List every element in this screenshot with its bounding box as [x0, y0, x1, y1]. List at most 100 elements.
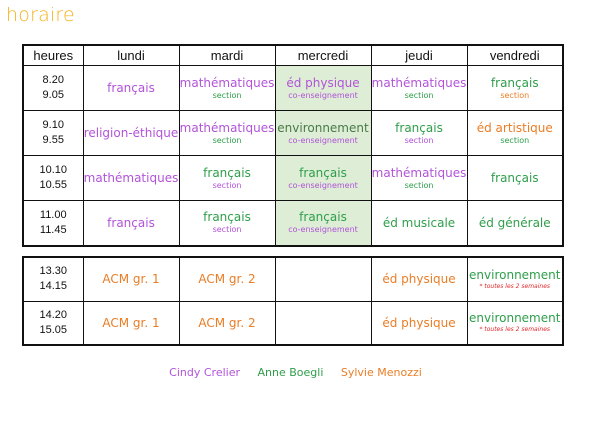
time-end: 15.05: [39, 323, 68, 336]
lesson-subject: éd physique: [382, 315, 456, 330]
lesson-cell: français co-enseignement: [274, 200, 372, 246]
lesson-group: co-enseignement: [288, 180, 358, 190]
lesson-cell: ACM gr. 1: [82, 300, 180, 346]
lesson-cell: français section: [370, 110, 468, 156]
lesson-cell: français co-enseignement: [274, 155, 372, 201]
morning-schedule-table: heures lundi mardi mercredi jeudi vendre…: [22, 44, 564, 247]
lesson-cell: ACM gr. 2: [178, 300, 276, 346]
lesson-cell: français: [82, 200, 180, 246]
header-lundi: lundi: [82, 44, 180, 66]
lesson-subject: mathématiques: [83, 171, 179, 185]
header-heures: heures: [22, 44, 84, 66]
time-end: 14.15: [39, 280, 68, 293]
lesson-group: co-enseignement: [288, 135, 358, 145]
lesson-subject: ACM gr. 2: [198, 315, 256, 330]
lesson-cell: [274, 300, 372, 346]
time-end: 9.05: [42, 89, 64, 101]
afternoon-schedule-table: 13.30 14.15 ACM gr. 1 ACM gr. 2 éd physique e…: [22, 256, 564, 346]
legend-teacher-3: Sylvie Menozzi: [340, 366, 422, 379]
lesson-subject: français: [107, 215, 155, 230]
lesson-note: * toutes les 2 semaines: [479, 326, 551, 334]
lesson-subject: environnement: [277, 120, 369, 135]
time-start: 13.30: [39, 265, 68, 278]
lesson-note: * toutes les 2 semaines: [479, 282, 551, 290]
time-end: 9.55: [42, 134, 64, 146]
lesson-subject: français: [299, 210, 347, 225]
lesson-subject: ACM gr. 1: [102, 315, 160, 330]
legend-teacher-1: Cindy Crelier: [169, 366, 240, 379]
schedule-row: 13.30 14.15 ACM gr. 1 ACM gr. 2 éd physique e…: [22, 256, 564, 302]
schedule-row: 14.20 15.05 ACM gr. 1 ACM gr. 2 éd physique e…: [22, 300, 564, 346]
lesson-subject: éd physique: [382, 272, 456, 287]
schedule-row: 9.10 9.55 religion-éthique mathématiques sec…: [22, 110, 564, 156]
lesson-group: co-enseignement: [288, 90, 358, 100]
lesson-group: section: [500, 135, 530, 145]
lesson-subject: environnement: [469, 267, 561, 282]
header-vendredi: vendredi: [466, 44, 564, 66]
lesson-cell: environnement co-enseignement: [274, 110, 372, 156]
lesson-group: section: [212, 135, 242, 145]
lesson-subject: mathématiques: [179, 75, 275, 90]
lesson-subject: ACM gr. 2: [198, 272, 256, 287]
lesson-cell: [274, 256, 372, 302]
schedule-row: 10.10 10.55 mathématiques français section fr…: [22, 155, 564, 201]
lesson-cell: français section: [178, 155, 276, 201]
time-slot: 10.10 10.55: [22, 155, 84, 201]
header-mardi: mardi: [178, 44, 276, 66]
lesson-subject: éd musicale: [382, 215, 456, 230]
lesson-subject: mathématiques: [371, 165, 467, 180]
lesson-group: co-enseignement: [288, 225, 358, 235]
time-slot: 9.10 9.55: [22, 110, 84, 156]
lesson-cell: mathématiques section: [178, 110, 276, 156]
lesson-group: section: [500, 90, 530, 100]
lesson-cell: éd physique: [370, 256, 468, 302]
lesson-cell: mathématiques section: [370, 155, 468, 201]
time-end: 11.45: [39, 223, 67, 236]
lesson-group: section: [404, 90, 434, 100]
lesson-subject: mathématiques: [179, 120, 275, 135]
lesson-cell: ACM gr. 1: [82, 256, 180, 302]
lesson-group: section: [212, 180, 242, 190]
time-start: 9.10: [42, 119, 64, 131]
lesson-subject: éd physique: [286, 75, 360, 90]
lesson-subject: éd artistique: [476, 120, 553, 135]
lesson-group: section: [212, 225, 242, 235]
lesson-subject: mathématiques: [371, 75, 467, 90]
lesson-cell: ACM gr. 2: [178, 256, 276, 302]
lesson-cell: éd générale: [466, 200, 564, 246]
lesson-cell: religion-éthique: [82, 110, 180, 156]
time-slot: 14.20 15.05: [22, 300, 84, 346]
lesson-subject: français: [299, 165, 347, 180]
lesson-cell: français: [466, 155, 564, 201]
header-mercredi: mercredi: [274, 44, 372, 66]
lesson-cell: mathématiques section: [178, 65, 276, 111]
time-slot: 13.30 14.15: [22, 256, 84, 302]
time-start: 14.20: [39, 308, 68, 321]
lesson-subject: environnement: [469, 311, 561, 326]
time-start: 10.10: [39, 164, 68, 176]
lesson-group: section: [212, 90, 242, 100]
lesson-cell: éd artistique section: [466, 110, 564, 156]
header-row: heures lundi mardi mercredi jeudi vendre…: [22, 44, 564, 66]
lesson-subject: français: [395, 120, 443, 135]
lesson-subject: éd générale: [478, 215, 551, 230]
lesson-subject: français: [203, 210, 251, 225]
time-slot: 8.20 9.05: [22, 65, 84, 111]
time-slot: 11.00 11.45: [22, 200, 84, 246]
lesson-cell: éd physique co-enseignement: [274, 65, 372, 111]
page-title: horaire: [6, 4, 75, 26]
lesson-cell: éd musicale: [370, 200, 468, 246]
lesson-cell: français section: [178, 200, 276, 246]
lesson-cell: environnement * toutes les 2 semaines: [466, 256, 564, 302]
header-jeudi: jeudi: [370, 44, 468, 66]
lesson-cell: environnement * toutes les 2 semaines: [466, 300, 564, 346]
time-start: 8.20: [42, 74, 64, 86]
lesson-subject: ACM gr. 1: [102, 272, 160, 287]
lesson-cell: mathématiques: [82, 155, 180, 201]
lesson-subject: français: [490, 75, 539, 90]
teacher-legend: Cindy Crelier Anne Boegli Sylvie Menozzi: [0, 366, 591, 379]
legend-teacher-2: Anne Boegli: [257, 366, 324, 379]
lesson-cell: mathématiques section: [370, 65, 468, 111]
lesson-cell: éd physique: [370, 300, 468, 346]
lesson-cell: français: [82, 65, 180, 111]
